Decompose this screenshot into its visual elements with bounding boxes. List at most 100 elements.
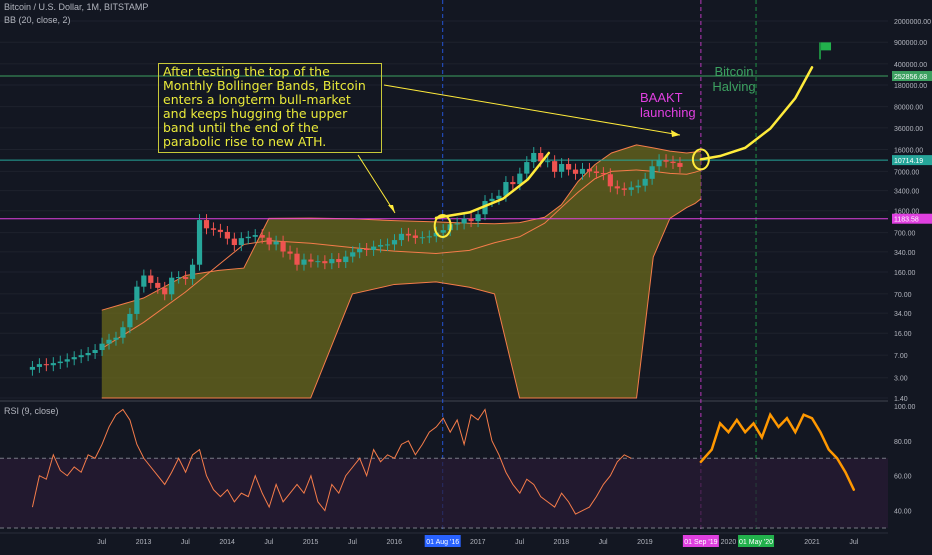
price-tick-label: 16.00	[894, 331, 912, 338]
symbol-legend[interactable]: Bitcoin / U.S. Dollar, 1M, BITSTAMP	[4, 2, 149, 12]
x-tick-label: 2018	[554, 539, 570, 546]
candle-body	[405, 233, 412, 236]
candle-body	[531, 152, 537, 163]
halving-label[interactable]: Bitcoin Halving	[712, 64, 756, 94]
price-tick-label: 3.00	[894, 376, 908, 383]
candle-body	[496, 195, 502, 199]
candle-body	[593, 171, 600, 173]
x-tick-label: Jul	[849, 539, 858, 546]
bollinger-band-area	[101, 144, 701, 398]
rsi-line	[31, 408, 632, 515]
candle-body	[162, 287, 168, 295]
rsi-legend[interactable]: RSI (9, close)	[4, 406, 59, 416]
candle-body	[308, 259, 314, 262]
date-marker-badge	[424, 535, 461, 547]
candle-body	[203, 220, 210, 229]
candle-body	[377, 245, 384, 247]
candle-body	[57, 361, 63, 364]
candle-body	[433, 232, 439, 237]
candle-body	[280, 241, 286, 252]
x-tick-label: 2016	[386, 539, 402, 546]
candle-body	[329, 259, 335, 264]
candle-body	[238, 238, 244, 246]
candle-body	[169, 277, 175, 295]
candle-body	[85, 352, 91, 356]
candle-body	[642, 178, 648, 186]
touch-circle-2016	[433, 213, 452, 238]
candle-body	[559, 164, 565, 172]
rsi-tick-label: 80.00	[894, 439, 912, 446]
candle-body	[649, 166, 655, 179]
price-tick-label: 2000000.00	[894, 19, 931, 26]
price-tick-label: 70.00	[894, 292, 912, 299]
bb-legend[interactable]: BB (20, close, 2)	[4, 15, 71, 25]
candle-body	[586, 168, 593, 172]
candle-body	[224, 231, 230, 239]
x-tick-label: Jul	[264, 539, 273, 546]
date-marker-badge	[738, 535, 775, 547]
price-tick-label: 34.00	[894, 311, 912, 318]
x-tick-label: 2020	[721, 539, 737, 546]
price-tick-label: 80000.00	[894, 105, 923, 112]
candle-body	[621, 188, 627, 190]
price-tick-label: 180000.00	[894, 83, 927, 90]
annotation-textbox[interactable]: After testing the top of the Monthly Bol…	[158, 63, 382, 153]
candle-body	[99, 343, 105, 351]
date-marker-label: 01 Sep '19	[684, 539, 717, 546]
pointer-line-1	[357, 154, 396, 214]
price-marker-badge	[892, 213, 932, 224]
candle-body	[155, 282, 161, 288]
candle-body	[287, 251, 293, 254]
rsi-tick-label: 40.00	[894, 509, 912, 516]
candle-body	[510, 182, 516, 185]
candle-body	[579, 168, 586, 174]
candle-body	[113, 337, 119, 340]
x-tick-label: 2013	[136, 539, 152, 546]
candle-body	[461, 218, 467, 224]
candle-body	[343, 256, 349, 263]
x-tick-label: 2014	[219, 539, 235, 546]
bollinger-lower-line	[101, 198, 702, 399]
date-marker-badge	[682, 535, 719, 547]
candle-body	[412, 235, 418, 238]
candle-body	[670, 161, 676, 164]
x-tick-label: 2019	[637, 539, 653, 546]
candle-body	[231, 238, 237, 246]
bollinger-upper-line	[101, 144, 701, 311]
candle-body	[294, 253, 300, 265]
candle-body	[538, 152, 544, 162]
price-tick-label: 7.00	[894, 353, 908, 360]
x-tick-label: Jul	[97, 539, 106, 546]
candle-body	[183, 277, 189, 279]
candle-body	[468, 218, 474, 222]
price-tick-label: 36000.00	[894, 126, 923, 133]
price-marker-label: 10714.19	[894, 158, 923, 165]
candle-body	[357, 248, 363, 253]
price-tick-label: 400000.00	[894, 62, 927, 69]
baakt-label[interactable]: BAAKT launching	[640, 90, 696, 120]
candle-body	[663, 160, 669, 162]
price-tick-label: 1.40	[894, 396, 908, 403]
price-marker-label: 252856.68	[894, 74, 927, 81]
candle-body	[628, 187, 634, 190]
rsi-band-fill	[0, 458, 888, 528]
x-tick-label: Jul	[599, 539, 608, 546]
bollinger-middle-line	[101, 169, 702, 349]
x-tick-label: Jul	[181, 539, 190, 546]
candle-body	[545, 161, 551, 163]
candle-body	[635, 185, 641, 188]
candle-body	[600, 172, 606, 175]
candle-body	[78, 355, 84, 358]
parabolic-arc	[434, 151, 551, 220]
date-marker-label: 01 Aug '16	[426, 539, 459, 546]
candle-body	[196, 220, 203, 265]
candle-body	[71, 357, 77, 360]
candle-body	[266, 237, 272, 245]
candle-body	[106, 339, 112, 344]
candle-body	[134, 286, 140, 314]
candle-body	[245, 236, 251, 239]
candle-body	[384, 244, 391, 246]
candle-body	[350, 252, 356, 257]
